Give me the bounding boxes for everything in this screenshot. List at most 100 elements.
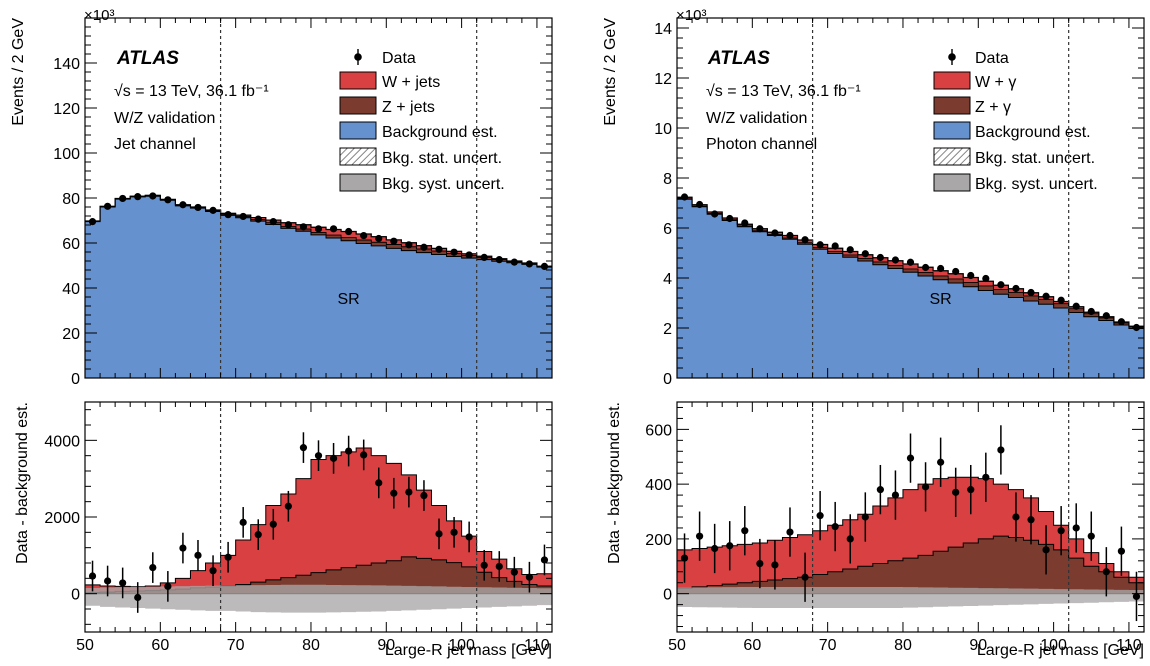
left-top-data-point-10 <box>239 212 247 221</box>
right-top-data-point-23 <box>1027 288 1035 297</box>
right-top-data-point-1 <box>695 200 704 209</box>
left-top-data-point-2 <box>119 194 127 203</box>
left-bottom-data-point-27 <box>495 562 503 571</box>
left-bottom-data-point-13 <box>284 502 292 510</box>
right-top-data-point-2 <box>711 210 719 218</box>
right-top-ytick-label-14: 14 <box>654 21 672 38</box>
right-legend-stat: Bkg. stat. uncert. <box>975 150 1095 167</box>
right-top-data-point-27 <box>1087 307 1095 316</box>
right-top-data-point-7 <box>786 231 794 240</box>
left-top-data-point-3 <box>134 193 142 201</box>
right-top-plot: SR 0 2 4 6 8 10 12 14 Events / 2 GeV <box>602 17 1145 388</box>
left-top-data-point-21 <box>405 241 413 249</box>
left-top-data-point-29 <box>525 260 534 268</box>
left-bottom-data-point-17 <box>345 447 353 455</box>
left-top-data-point-9 <box>224 211 232 219</box>
right-bottom-xtick-label-80: 80 <box>894 637 912 654</box>
left-bottom-data-point-2 <box>119 579 127 587</box>
right-bottom-data-point-23 <box>1027 516 1035 524</box>
left-top-background-band <box>85 196 552 378</box>
left-legend-syst-swatch <box>339 173 377 192</box>
left-info-validation: W/Z validation <box>114 110 215 127</box>
right-top-data-point-25 <box>1057 296 1065 304</box>
left-top-ylabel: Events / 2 GeV <box>10 18 27 126</box>
right-top-data-point-18 <box>952 267 960 276</box>
right-legend-zgamma-swatch <box>933 96 971 115</box>
right-top-data-point-28 <box>1102 312 1110 320</box>
right-bottom-data-point-21 <box>997 446 1005 454</box>
left-bottom-data-point-4 <box>149 564 157 572</box>
left-top-data-point-8 <box>209 206 217 214</box>
right-top-data-point-12 <box>861 250 869 258</box>
right-bottom-data-point-22 <box>1012 513 1020 521</box>
right-top-data-point-10 <box>831 242 839 250</box>
left-bottom-data-point-25 <box>465 533 473 541</box>
right-bottom-data-point-12 <box>861 513 869 521</box>
right-top-ytick-label-8: 8 <box>663 171 672 188</box>
right-bottom-data-point-24 <box>1042 546 1050 554</box>
right-bottom-data-point-1 <box>695 532 704 540</box>
right-bottom-ytick-label-200: 200 <box>645 532 672 549</box>
right-top-data-point-3 <box>726 214 734 223</box>
left-legend-data: Data <box>382 50 416 67</box>
left-bottom-data-point-10 <box>239 518 247 526</box>
left-top-data-point-13 <box>284 221 292 229</box>
right-bottom-data-point-26 <box>1072 524 1080 532</box>
left-top-ytick-label-100: 100 <box>53 146 80 163</box>
left-legend-zjets-swatch <box>339 96 377 115</box>
left-top-data-point-11 <box>254 215 262 223</box>
left-top-data-point-25 <box>465 251 473 259</box>
right-bottom-data-point-4 <box>741 527 749 535</box>
right-legend-syst-swatch <box>933 173 971 192</box>
left-legend-stat-swatch <box>339 147 377 166</box>
right-top-ytick-label-12: 12 <box>654 71 672 88</box>
left-top-background-edge <box>85 195 552 268</box>
left-top-data-point-19 <box>375 234 383 243</box>
right-top-data-point-19 <box>967 271 975 280</box>
right-bottom-data-point-6 <box>771 561 779 569</box>
left-bottom-data-point-29 <box>525 573 534 581</box>
left-bottom-xtick-label-50: 50 <box>76 637 94 654</box>
right-bottom-data-point-18 <box>952 488 960 496</box>
right-legend-data: Data <box>975 50 1009 67</box>
right-legend-stat-swatch <box>933 147 971 166</box>
right-bottom-data-point-30 <box>1132 592 1141 601</box>
right-bottom-plot-area <box>677 476 1144 609</box>
left-top-data-point-14 <box>299 223 308 231</box>
right-atlas-label: ATLAS <box>707 48 770 69</box>
left-bottom-xtick-label-80: 80 <box>302 637 320 654</box>
left-bottom-xlabel: Large-R jet mass [GeV] <box>385 642 552 659</box>
right-top-data-point-24 <box>1042 292 1050 300</box>
right-bottom-data-point-2 <box>711 544 719 553</box>
left-info-channel: Jet channel <box>114 136 196 153</box>
right-top-ylabel: Events / 2 GeV <box>602 18 619 126</box>
right-top-ytick-label-6: 6 <box>663 221 672 238</box>
left-bottom-syst-band <box>85 584 552 613</box>
right-bottom-xtick-label-100: 100 <box>1040 637 1067 654</box>
left-legend-stat: Bkg. stat. uncert. <box>382 150 502 167</box>
left-bottom-data-point-23 <box>435 530 443 538</box>
left-top-plot-area <box>85 194 552 378</box>
left-bottom-data-point-30 <box>540 556 549 564</box>
left-top-data-point-28 <box>510 258 518 266</box>
left-bottom-data-point-1 <box>103 577 112 585</box>
left-legend-data-marker <box>354 49 362 65</box>
right-bottom-xtick-label-90: 90 <box>969 637 987 654</box>
right-bottom-ylabel: Data - background est. <box>606 402 623 564</box>
left-bottom-data-point-18 <box>360 451 368 459</box>
left-top-data-point-0 <box>88 218 97 226</box>
left-bottom-data-point-22 <box>420 491 428 500</box>
left-top-data-point-17 <box>345 227 353 236</box>
left-top-data-point-30 <box>540 262 549 270</box>
right-bottom-xlabel: Large-R jet mass [GeV] <box>977 642 1144 659</box>
left-bottom-ylabel: Data - background est. <box>14 402 31 564</box>
right-top-data-point-0 <box>680 193 689 201</box>
left-bottom-data-point-15 <box>314 452 323 460</box>
right-top-data-point-11 <box>846 246 854 254</box>
left-bottom-data-point-24 <box>450 528 458 536</box>
right-bottom-data-point-29 <box>1117 547 1126 555</box>
right-top-data-point-15 <box>906 258 915 266</box>
left-top-data-point-15 <box>314 225 323 233</box>
